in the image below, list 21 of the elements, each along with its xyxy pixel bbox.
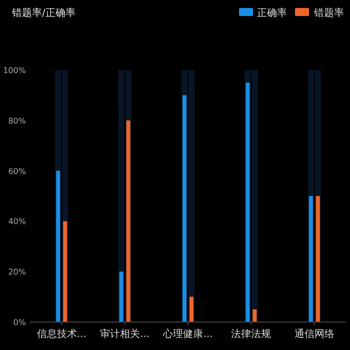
y-tick-label: 100% [3,66,26,75]
y-tick-label: 80% [8,116,26,126]
legend-label: 正确率 [257,7,287,19]
y-tick-label: 0% [13,318,26,327]
x-tick-label: 通信网络 [294,328,334,340]
bar [63,221,68,322]
x-tick-label: 心理健康... [162,328,213,340]
chart-title: 错题率/正确率 [11,7,76,19]
y-tick-label: 40% [8,217,26,226]
y-tick-label: 20% [8,268,26,277]
bar [308,196,313,322]
x-tick-label: 法律法规 [231,328,272,340]
bar [190,296,194,322]
bar [316,196,320,322]
bar [56,170,60,322]
legend-label: 错题率 [313,7,344,19]
bar [252,309,257,322]
x-tick-label: 审计相关... [100,328,150,340]
x-tick-label: 信息技术... [36,328,86,340]
y-tick-label: 60% [8,166,26,176]
bar [119,272,124,322]
